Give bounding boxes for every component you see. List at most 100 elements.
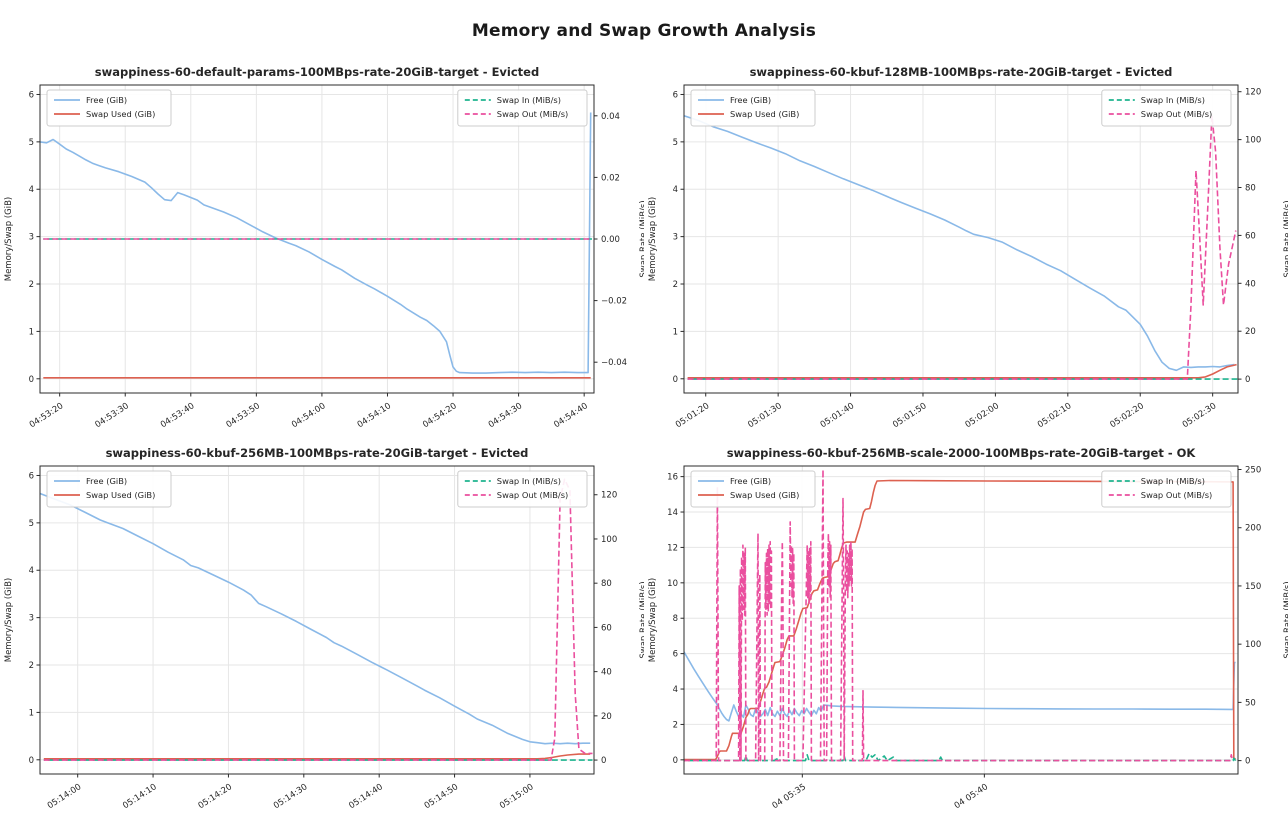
legend-label: Swap Used (GiB) [86,490,155,500]
legend-label: Swap Used (GiB) [730,490,799,500]
subplot-title: swappiness-60-kbuf-128MB-100MBps-rate-20… [750,65,1173,79]
subplot-canvas: 04:53:20 04:53:30 04:53:40 04:53:50 04:54:00… [4,65,644,430]
y-tick-label-left: 8 [673,614,678,624]
legend-label: Swap In (MiB/s) [1141,95,1205,105]
y-tick-label-right: 100 [601,535,617,545]
y-tick-label-left: 4 [29,185,34,195]
x-tick-label: 04 05:40 [953,782,990,811]
y-tick-label-left: 0 [673,375,678,385]
legend-label: Swap In (MiB/s) [497,95,561,105]
right-axis-label: Swap Rate (MiB/s) [1283,200,1288,277]
y-tick-label-left: 1 [673,327,678,337]
legend-label: Swap Used (GiB) [730,109,799,119]
legend-label: Swap Used (GiB) [86,109,155,119]
x-tick-label: 04:53:50 [225,401,262,430]
left-axis-label: Memory/Swap (GiB) [4,578,14,663]
subplot-4: 04 05:35 04 05:40 0 2 4 6 8 10 12 14 16 0 50 100 150 20… [644,443,1288,824]
y-tick-label-left: 14 [667,508,678,518]
x-tick-label: 05:14:10 [121,782,158,811]
x-tick-label: 05:14:30 [272,782,309,811]
y-tick-label-right: 40 [1245,279,1256,289]
gridlines [684,466,1238,774]
y-tick-label-right: 20 [601,712,612,722]
x-tick-label: 04:53:20 [28,401,65,430]
y-tick-label-right: 120 [601,491,617,501]
y-tick-label-left: 0 [673,756,678,766]
y-tick-label-right: 120 [1245,88,1261,98]
plot-border [683,84,1239,394]
gridlines [684,85,1238,393]
legend-right: Swap In (MiB/s) Swap Out (MiB/s) [1101,470,1232,508]
series-swap_out-line [684,468,1234,762]
series-swap_out-line [43,478,593,761]
legend-label: Free (GiB) [730,476,771,486]
series-swap_used-line [43,753,591,760]
legend-label: Swap Out (MiB/s) [497,109,568,119]
y-tick-label-right: 150 [1245,582,1261,592]
y-tick-label-left: 1 [29,708,34,718]
y-tick-label-right: 200 [1245,524,1261,534]
subplot-3: 05:14:00 05:14:10 05:14:20 05:14:30 05:14:40… [0,443,644,824]
y-tick-label-right: 60 [601,623,612,633]
y-tick-label-left: 2 [29,280,34,290]
y-tick-label-left: 16 [667,473,678,483]
y-tick-label-left: 1 [29,327,34,337]
y-tick-label-left: 3 [673,233,678,243]
legend-label: Free (GiB) [86,476,127,486]
gridlines [40,466,594,774]
x-tick-label: 04:54:10 [356,401,393,430]
x-tick-label: 05:02:00 [964,401,1001,430]
x-tick-label: 05:15:00 [498,782,535,811]
series-group [40,478,593,761]
x-tick-label: 05:02:10 [1036,401,1073,430]
series-free-line [684,651,1236,722]
series-group [40,112,592,379]
y-tick-label-left: 3 [29,614,34,624]
subplot-title: swappiness-60-kbuf-256MB-100MBps-rate-20… [106,446,529,460]
y-tick-label-right: 0.02 [601,173,620,183]
x-tick-label: 05:14:40 [347,782,384,811]
x-tick-label: 04:54:30 [487,401,524,430]
legend-label: Free (GiB) [86,95,127,105]
legend-left: Free (GiB) Swap Used (GiB) [690,470,816,508]
y-tick-label-left: 3 [29,233,34,243]
y-tick-label-left: 10 [667,579,678,589]
subplot-2: 05:01:20 05:01:30 05:01:40 05:01:50 05:02:00… [644,62,1288,443]
y-tick-label-left: 5 [29,519,34,529]
y-tick-label-right: 250 [1245,465,1261,475]
y-tick-label-right: 80 [1245,184,1256,194]
x-tick-label: 05:14:20 [197,782,234,811]
y-tick-label-left: 6 [673,650,678,660]
x-tick-label: 04:53:30 [93,401,130,430]
y-tick-label-left: 2 [673,280,678,290]
left-axis-label: Memory/Swap (GiB) [4,197,14,282]
y-tick-label-right: 80 [601,579,612,589]
x-tick-label: 04 05:35 [771,782,808,811]
series-free-line [40,492,591,745]
y-tick-label-left: 6 [29,90,34,100]
legend-label: Swap Out (MiB/s) [1141,109,1212,119]
plot-border [683,465,1239,775]
series-swap_used-line [684,479,1236,761]
right-axis-label: Swap Rate (MiB/s) [639,581,644,658]
y-tick-label-right: 0 [1245,757,1250,767]
y-tick-label-right: 0 [601,756,606,766]
legend-right: Swap In (MiB/s) Swap Out (MiB/s) [457,470,588,508]
series-swap_used-line [687,363,1237,379]
right-axis-label: Swap Rate (MiB/s) [1283,581,1288,658]
subplot-title: swappiness-60-default-params-100MBps-rat… [95,65,539,79]
y-tick-label-left: 5 [29,138,34,148]
x-tick-label: 05:14:00 [46,782,83,811]
left-axis-label: Memory/Swap (GiB) [648,578,658,663]
y-tick-label-right: 60 [1245,231,1256,241]
series-swap_in-line [684,752,1237,762]
right-axis-label: Swap Rate (MiB/s) [639,200,644,277]
x-tick-label: 04:54:00 [290,401,327,430]
y-tick-label-right: 0 [1245,375,1250,385]
y-tick-label-left: 4 [673,185,678,195]
y-tick-label-right: 0.00 [601,235,620,245]
x-tick-label: 05:01:50 [891,401,928,430]
y-tick-label-right: −0.04 [601,358,627,368]
y-tick-label-left: 5 [673,138,678,148]
